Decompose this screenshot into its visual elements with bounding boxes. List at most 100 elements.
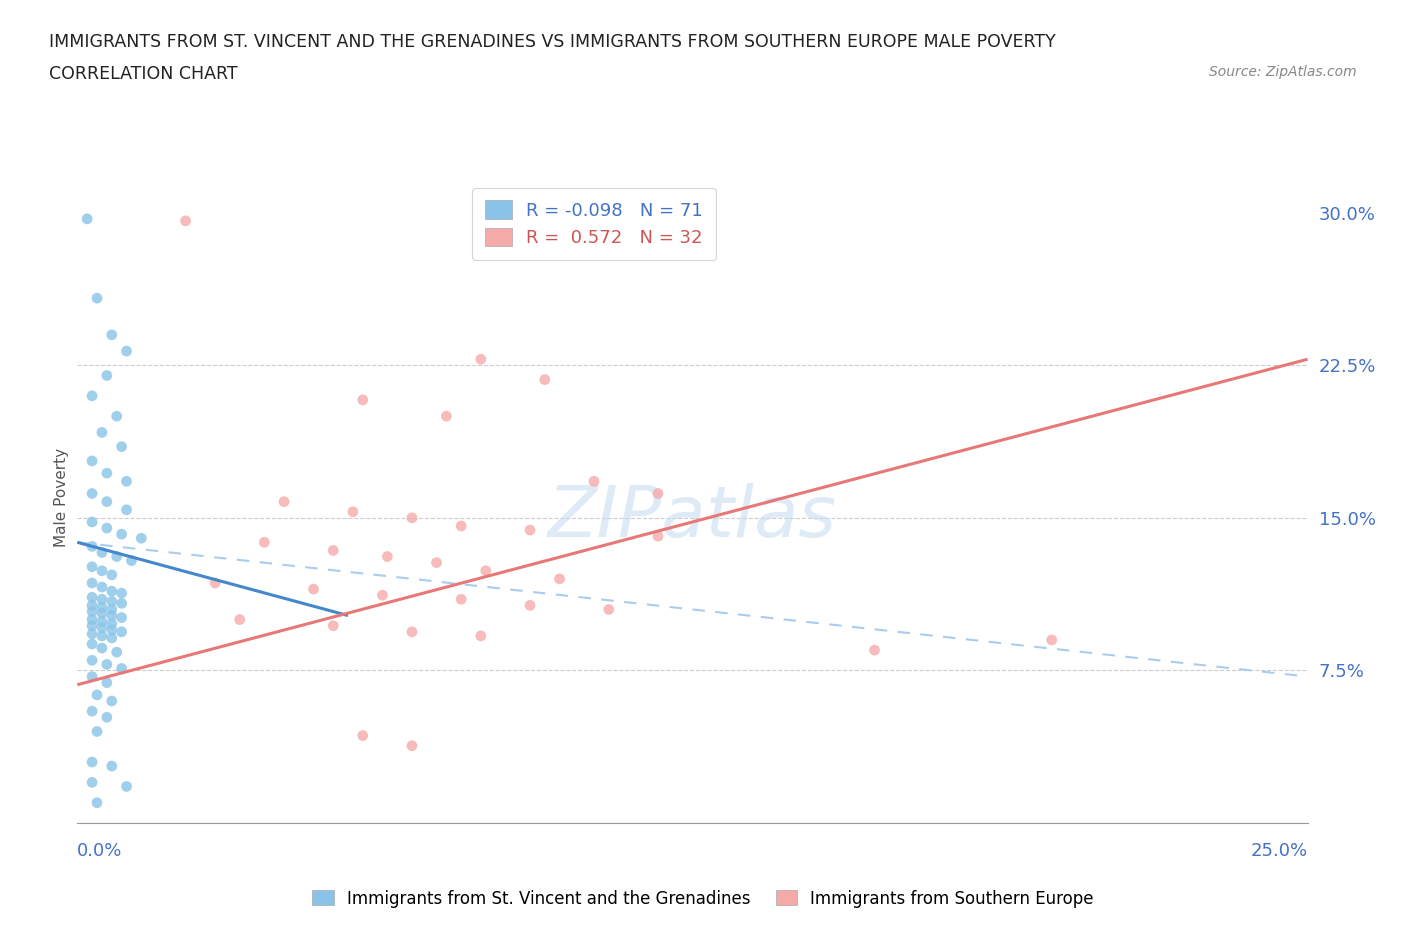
Point bbox=[470, 352, 492, 366]
Point bbox=[101, 602, 124, 617]
Text: IMMIGRANTS FROM ST. VINCENT AND THE GRENADINES VS IMMIGRANTS FROM SOUTHERN EUROP: IMMIGRANTS FROM ST. VINCENT AND THE GREN… bbox=[49, 33, 1056, 50]
Point bbox=[90, 606, 114, 621]
Point bbox=[105, 644, 128, 659]
Point bbox=[90, 591, 114, 606]
Point bbox=[121, 553, 143, 568]
Point bbox=[101, 327, 124, 342]
Point bbox=[253, 535, 276, 550]
Point bbox=[647, 529, 669, 544]
Text: 25.0%: 25.0% bbox=[1250, 842, 1308, 860]
Point bbox=[426, 555, 449, 570]
Point bbox=[82, 653, 104, 668]
Point bbox=[82, 627, 104, 642]
Point bbox=[101, 584, 124, 599]
Point bbox=[82, 559, 104, 574]
Point bbox=[90, 425, 114, 440]
Point bbox=[82, 486, 104, 501]
Point bbox=[82, 454, 104, 469]
Point bbox=[96, 368, 118, 383]
Point bbox=[101, 759, 124, 774]
Point bbox=[90, 564, 114, 578]
Point bbox=[204, 576, 226, 591]
Point bbox=[90, 629, 114, 644]
Point bbox=[101, 617, 124, 631]
Point bbox=[76, 211, 98, 226]
Point bbox=[534, 372, 557, 387]
Point bbox=[377, 549, 399, 564]
Point bbox=[111, 596, 132, 611]
Point bbox=[519, 523, 541, 538]
Point bbox=[82, 514, 104, 529]
Point bbox=[90, 600, 114, 615]
Point bbox=[111, 586, 132, 601]
Point bbox=[401, 738, 423, 753]
Point bbox=[82, 576, 104, 591]
Point bbox=[82, 670, 104, 684]
Point bbox=[90, 545, 114, 560]
Point bbox=[96, 657, 118, 671]
Point bbox=[82, 612, 104, 627]
Point bbox=[90, 614, 114, 629]
Point bbox=[115, 502, 138, 517]
Point bbox=[96, 521, 118, 536]
Point bbox=[548, 571, 571, 587]
Point bbox=[322, 618, 344, 633]
Point bbox=[371, 588, 394, 603]
Point bbox=[401, 511, 423, 525]
Point bbox=[96, 494, 118, 509]
Point bbox=[90, 579, 114, 594]
Text: 0.0%: 0.0% bbox=[77, 842, 122, 860]
Point bbox=[115, 779, 138, 794]
Point bbox=[96, 466, 118, 481]
Text: Source: ZipAtlas.com: Source: ZipAtlas.com bbox=[1209, 65, 1357, 79]
Point bbox=[90, 641, 114, 656]
Point bbox=[86, 724, 108, 739]
Point bbox=[82, 775, 104, 790]
Point bbox=[82, 618, 104, 633]
Point bbox=[470, 629, 492, 644]
Point bbox=[82, 604, 104, 619]
Point bbox=[101, 567, 124, 582]
Point bbox=[1040, 632, 1063, 647]
Point bbox=[863, 643, 886, 658]
Point bbox=[342, 504, 364, 519]
Point bbox=[583, 474, 606, 489]
Point bbox=[519, 598, 541, 613]
Point bbox=[101, 608, 124, 623]
Legend: R = -0.098   N = 71, R =  0.572   N = 32: R = -0.098 N = 71, R = 0.572 N = 32 bbox=[472, 188, 716, 259]
Point bbox=[82, 704, 104, 719]
Point bbox=[86, 795, 108, 810]
Point bbox=[352, 392, 374, 407]
Point bbox=[302, 581, 325, 596]
Point bbox=[82, 539, 104, 554]
Point bbox=[101, 694, 124, 709]
Point bbox=[475, 564, 498, 578]
Point bbox=[111, 610, 132, 625]
Point bbox=[105, 409, 128, 424]
Point bbox=[273, 494, 295, 509]
Point bbox=[86, 291, 108, 306]
Point bbox=[401, 624, 423, 639]
Point bbox=[82, 590, 104, 604]
Point bbox=[647, 486, 669, 501]
Point bbox=[450, 591, 472, 606]
Y-axis label: Male Poverty: Male Poverty bbox=[53, 448, 69, 547]
Legend: Immigrants from St. Vincent and the Grenadines, Immigrants from Southern Europe: Immigrants from St. Vincent and the Gren… bbox=[305, 883, 1101, 914]
Point bbox=[86, 687, 108, 702]
Point bbox=[82, 389, 104, 404]
Point bbox=[450, 519, 472, 534]
Point bbox=[352, 728, 374, 743]
Point bbox=[101, 631, 124, 645]
Point bbox=[101, 594, 124, 609]
Point bbox=[228, 612, 252, 627]
Text: ZIPatlas: ZIPatlas bbox=[548, 483, 837, 551]
Text: CORRELATION CHART: CORRELATION CHART bbox=[49, 65, 238, 83]
Point bbox=[82, 754, 104, 769]
Point bbox=[436, 409, 458, 424]
Point bbox=[115, 474, 138, 489]
Point bbox=[101, 622, 124, 637]
Point bbox=[105, 549, 128, 564]
Point bbox=[111, 439, 132, 454]
Point bbox=[322, 543, 344, 558]
Point bbox=[174, 214, 197, 229]
